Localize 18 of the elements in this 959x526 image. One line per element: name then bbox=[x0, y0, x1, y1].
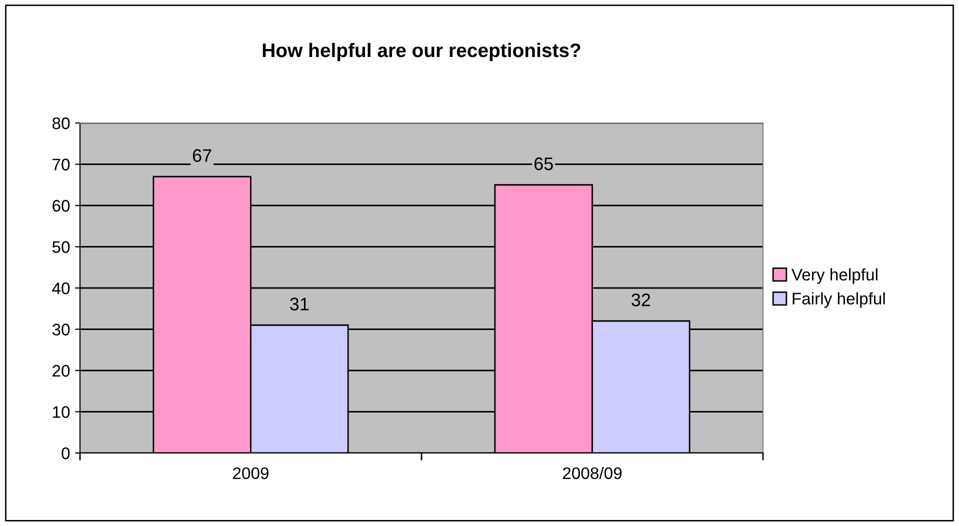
y-tick-label: 70 bbox=[52, 158, 70, 170]
y-tick-label: 30 bbox=[52, 324, 70, 336]
y-tick-label: 0 bbox=[62, 447, 70, 460]
data-label: 32 bbox=[632, 294, 650, 306]
x-tick-label: 2008/09 bbox=[562, 466, 622, 480]
data-label: 67 bbox=[192, 149, 212, 162]
y-tick-label: 50 bbox=[52, 241, 70, 253]
y-tick-label: 40 bbox=[52, 282, 70, 294]
data-label: 31 bbox=[290, 298, 309, 310]
legend-label: Very helpful bbox=[791, 268, 878, 284]
y-tick-label: 20 bbox=[52, 364, 70, 377]
y-tick-label: 60 bbox=[52, 200, 70, 212]
x-tick-label: 2009 bbox=[233, 467, 268, 480]
chart-title: How helpful are our receptionists? bbox=[262, 42, 580, 62]
y-tick-label: 10 bbox=[53, 406, 70, 418]
legend-label: Fairly helpful bbox=[792, 292, 885, 308]
data-label: 65 bbox=[534, 157, 553, 170]
y-tick-label: 80 bbox=[52, 117, 70, 130]
